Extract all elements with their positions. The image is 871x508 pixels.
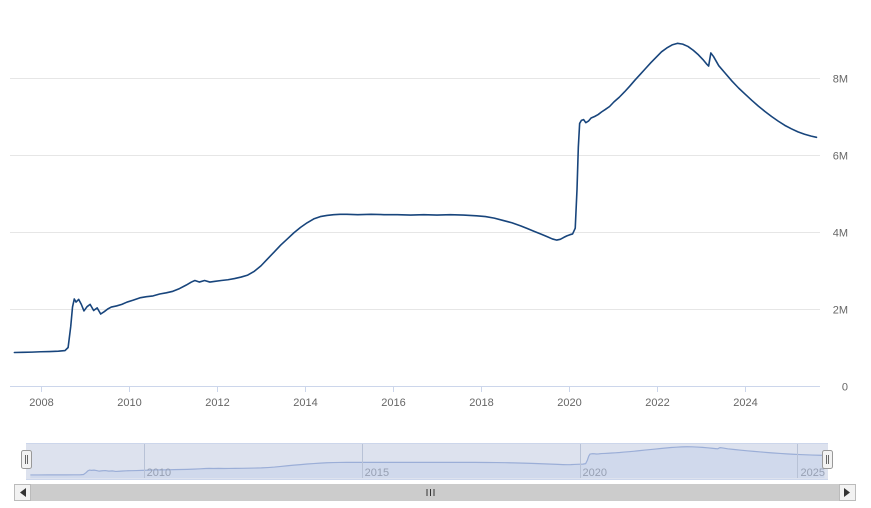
navigator[interactable]: 2010 2015 2020 2025 <box>21 443 833 480</box>
navigator-tick-2010: 2010 <box>147 467 171 479</box>
navigator-right-handle-body[interactable] <box>822 450 833 469</box>
x-axis-ticks: 2008 2010 2012 2014 2016 2018 2020 2022 2024 <box>29 386 758 409</box>
x-axis-tick-2022: 2022 <box>645 397 669 409</box>
x-axis-tick-2008: 2008 <box>29 397 53 409</box>
y-axis-tick-4M: 4M <box>833 228 848 240</box>
x-axis-tick-2012: 2012 <box>205 397 229 409</box>
x-axis-tick-2020: 2020 <box>557 397 581 409</box>
grip-icon[interactable] <box>426 489 435 496</box>
series-line-total-assets <box>13 42 818 354</box>
navigator-x-labels: 2010 2015 2020 2025 <box>144 444 825 479</box>
scrollbar-track[interactable] <box>14 484 856 501</box>
navigator-tick-2025: 2025 <box>800 467 824 479</box>
x-axis-tick-2014: 2014 <box>293 397 317 409</box>
navigator-tick-2020: 2020 <box>583 467 607 479</box>
y-axis-tick-8M: 8M <box>833 74 848 86</box>
navigator-right-handle[interactable] <box>822 450 833 469</box>
navigator-tick-2015: 2015 <box>365 467 389 479</box>
right-arrow-icon[interactable] <box>844 488 850 497</box>
x-axis-tick-2016: 2016 <box>381 397 405 409</box>
x-axis-tick-2024: 2024 <box>733 397 757 409</box>
y-axis-tick-2M: 2M <box>833 305 848 317</box>
y-axis-tick-6M: 6M <box>833 151 848 163</box>
navigator-left-handle[interactable] <box>21 450 32 469</box>
navigator-selected-mask[interactable] <box>26 443 828 479</box>
y-gridlines <box>10 78 820 310</box>
left-arrow-icon[interactable] <box>20 488 26 497</box>
navigator-left-handle-body[interactable] <box>21 450 32 469</box>
x-axis-tick-2018: 2018 <box>469 397 493 409</box>
y-axis-tick-0: 0 <box>842 382 848 394</box>
x-axis-tick-2010: 2010 <box>117 397 141 409</box>
y-axis-labels: 0 2M 4M 6M 8M <box>833 74 848 394</box>
navigator-scrollbar[interactable] <box>14 484 856 501</box>
